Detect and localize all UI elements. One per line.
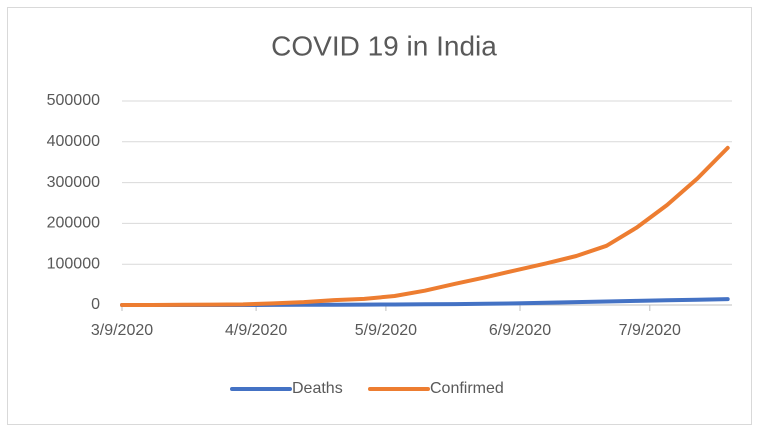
- y-tick-label: 400000: [47, 133, 100, 150]
- y-tick-label: 0: [91, 296, 100, 313]
- legend-label: Deaths: [292, 380, 343, 397]
- legend-label: Confirmed: [430, 380, 504, 397]
- chart-frame: [7, 7, 752, 425]
- chart-title: COVID 19 in India: [271, 30, 497, 61]
- y-tick-label: 100000: [47, 255, 100, 272]
- series-line: [120, 145, 730, 307]
- x-tick-label: 7/9/2020: [619, 322, 681, 339]
- x-tick-label: 6/9/2020: [489, 322, 551, 339]
- x-tick-label: 5/9/2020: [355, 322, 417, 339]
- y-tick-label: 300000: [47, 174, 100, 191]
- x-tick-label: 4/9/2020: [225, 322, 287, 339]
- x-tick-label: 3/9/2020: [91, 322, 153, 339]
- y-tick-label: 500000: [47, 92, 100, 109]
- y-tick-label: 200000: [47, 215, 100, 232]
